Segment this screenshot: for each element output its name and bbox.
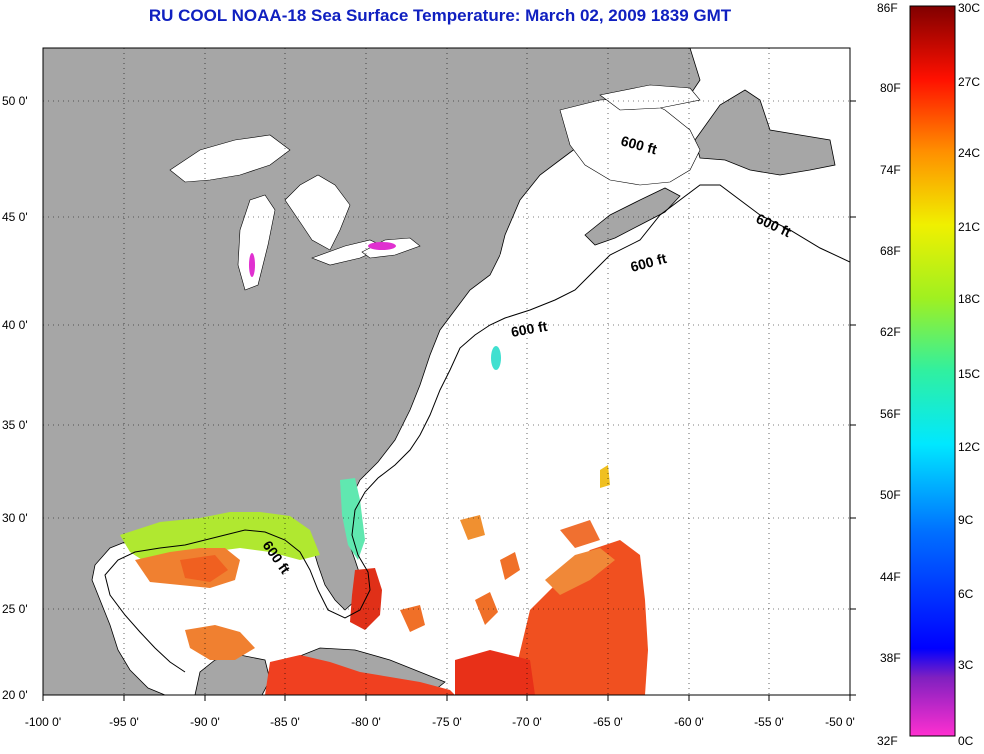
colorbar-c-label: 27C (958, 75, 980, 89)
colorbar-f-label: 68F (880, 244, 901, 258)
colorbar-f-label: 32F (877, 734, 898, 748)
land-newfoundland (694, 89, 836, 176)
colorbar-f-label: 38F (880, 651, 901, 665)
land-nova-scotia (584, 187, 681, 246)
lon-label: -95 0' (109, 715, 139, 729)
lon-label: -80 0' (351, 715, 381, 729)
lat-label: 25 0' (2, 602, 28, 616)
colorbar-c-label: 21C (958, 220, 980, 234)
colorbar-c-label: 0C (958, 734, 974, 748)
lon-label: -70 0' (512, 715, 542, 729)
colorbar-f-label: 44F (880, 570, 901, 584)
colorbar-c-label: 24C (958, 146, 980, 160)
longitude-labels: -100 0' -95 0' -90 0' -85 0' -80 0' -75 … (25, 715, 855, 729)
colorbar-c-label: 30C (958, 1, 980, 15)
lon-label: -85 0' (270, 715, 300, 729)
gulf-of-maine (500, 228, 590, 290)
lat-label: 20 0' (2, 688, 28, 702)
sst-observations (120, 242, 648, 695)
colorbar-c-label: 12C (958, 440, 980, 454)
lon-label: -50 0' (825, 715, 855, 729)
colorbar-f-label: 62F (880, 325, 901, 339)
lon-label: -75 0' (432, 715, 462, 729)
james-bay-water (599, 84, 701, 111)
colorbar-c-label: 15C (958, 367, 980, 381)
great-lakes (169, 134, 421, 291)
colorbar-f-label: 86F (877, 1, 898, 15)
lon-label: -65 0' (593, 715, 623, 729)
lon-label: -60 0' (674, 715, 704, 729)
lon-label: -90 0' (190, 715, 220, 729)
latitude-labels: 50 0' 45 0' 40 0' 35 0' 30 0' 25 0' 20 0… (2, 94, 28, 702)
colorbar-c-label: 18C (958, 292, 980, 306)
land-yucatan (194, 654, 271, 695)
colorbar-f-label: 80F (880, 81, 901, 95)
map-title: RU COOL NOAA-18 Sea Surface Temperature:… (148, 6, 732, 25)
lon-label: -55 0' (754, 715, 784, 729)
axis-ticks (42, 100, 856, 701)
colorbar-c-label: 6C (958, 587, 974, 601)
colorbar-f-labels: 86F 80F 74F 68F 62F 56F 50F 44F 38F 32F (877, 1, 901, 748)
lat-label: 40 0' (2, 318, 28, 332)
contour-label-4: 600 ft (510, 318, 549, 340)
lat-label: 30 0' (2, 511, 28, 525)
colorbar-c-label: 3C (958, 658, 974, 672)
colorbar-c-labels: 30C 27C 24C 21C 18C 15C 12C 9C 6C 3C 0C (958, 1, 980, 748)
colorbar-f-label: 74F (880, 163, 901, 177)
lon-label: -100 0' (25, 715, 61, 729)
colorbar (909, 5, 956, 737)
colorbar-c-label: 9C (958, 513, 974, 527)
depth-contour-600ft (104, 184, 850, 673)
lat-label: 50 0' (2, 94, 28, 108)
lat-label: 45 0' (2, 210, 28, 224)
lat-label: 35 0' (2, 418, 28, 432)
colorbar-f-label: 56F (880, 407, 901, 421)
colorbar-f-label: 50F (880, 488, 901, 502)
